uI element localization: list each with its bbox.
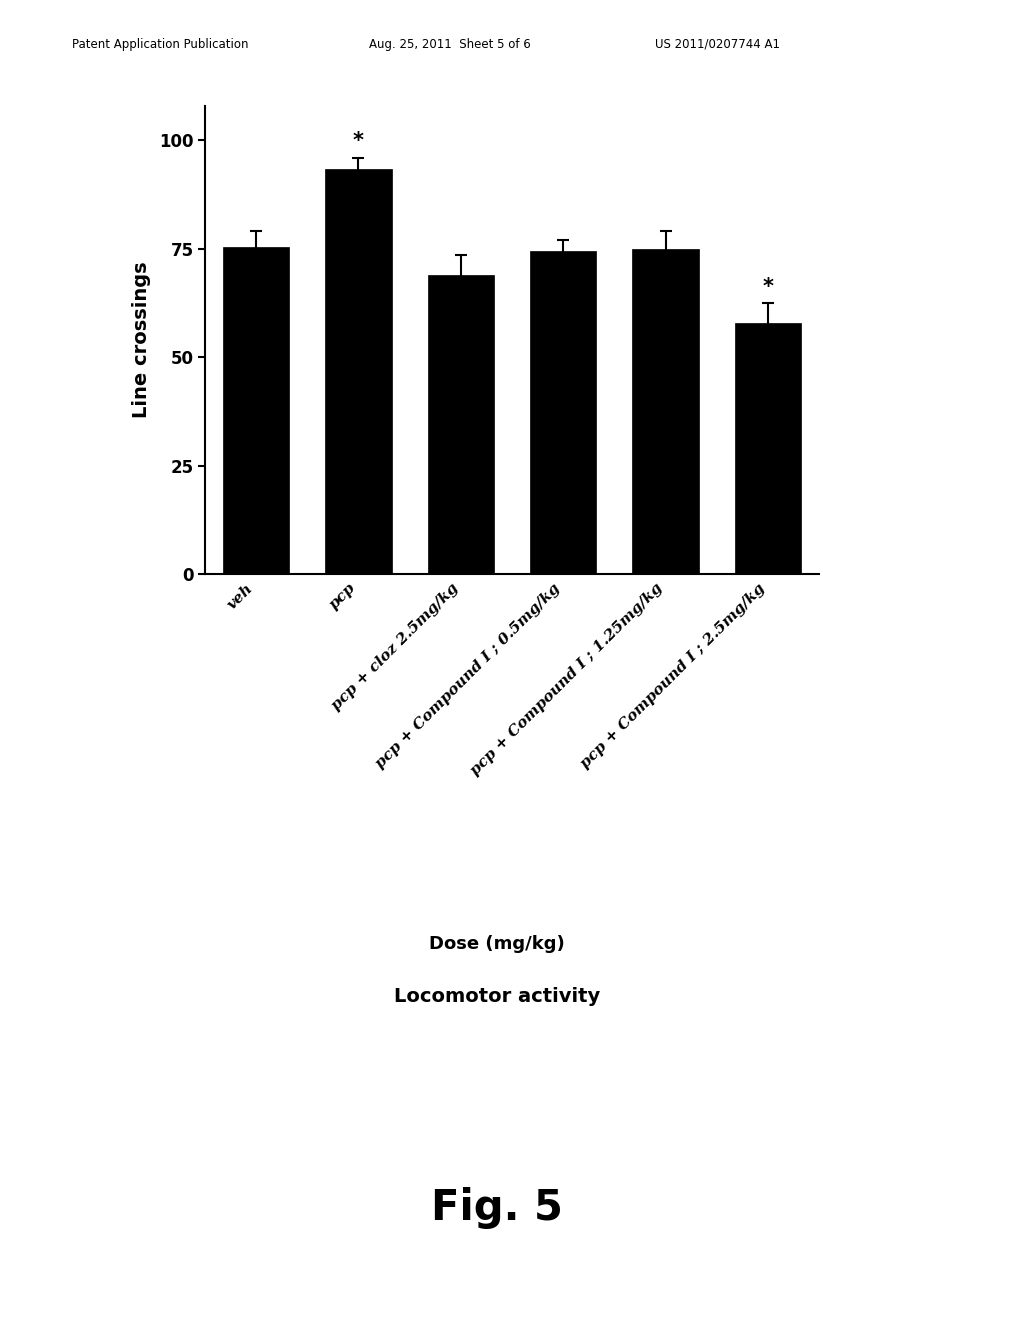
Bar	[428, 275, 494, 574]
Text: Patent Application Publication: Patent Application Publication	[72, 37, 248, 50]
Text: veh: veh	[225, 581, 256, 611]
Bar	[223, 247, 289, 574]
Text: Aug. 25, 2011  Sheet 5 of 6: Aug. 25, 2011 Sheet 5 of 6	[369, 37, 530, 50]
Text: US 2011/0207744 A1: US 2011/0207744 A1	[655, 37, 780, 50]
Bar	[326, 169, 391, 574]
Text: pcp + Compound I ; 1.25mg/kg: pcp + Compound I ; 1.25mg/kg	[468, 581, 666, 777]
Text: pcp + Compound I ; 2.5mg/kg: pcp + Compound I ; 2.5mg/kg	[579, 581, 768, 771]
Text: pcp + Compound I ; 0.5mg/kg: pcp + Compound I ; 0.5mg/kg	[374, 581, 563, 771]
Text: *: *	[353, 131, 364, 152]
Text: pcp + cloz 2.5mg/kg: pcp + cloz 2.5mg/kg	[329, 581, 461, 713]
Text: Locomotor activity: Locomotor activity	[393, 987, 600, 1006]
Text: pcp: pcp	[327, 581, 358, 612]
Text: Fig. 5: Fig. 5	[431, 1187, 562, 1229]
Text: *: *	[763, 276, 773, 297]
Bar	[632, 248, 698, 574]
Y-axis label: Line crossings: Line crossings	[132, 261, 151, 418]
Bar	[530, 251, 596, 574]
Text: Dose (mg/kg): Dose (mg/kg)	[429, 935, 564, 953]
Bar	[735, 322, 802, 574]
